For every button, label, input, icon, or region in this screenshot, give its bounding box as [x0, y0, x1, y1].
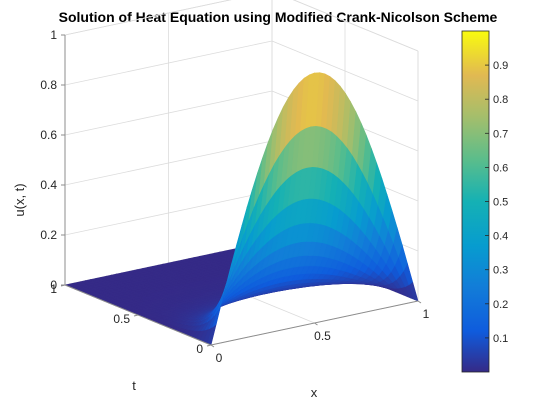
- x-axis-label: x: [311, 385, 318, 400]
- colorbar-tick-label: 0.5: [493, 197, 508, 209]
- y-tick-label: 1: [50, 282, 57, 296]
- x-tick-mark: [210, 344, 215, 348]
- z-axis-label: u(x, t): [12, 183, 27, 216]
- x-tick-mark: [417, 300, 422, 304]
- x-tick-label: 1: [423, 307, 430, 321]
- z-tick-label: 0.8: [40, 78, 57, 92]
- colorbar-tick-label: 0.6: [493, 162, 508, 174]
- y-tick-label: 0: [196, 342, 203, 356]
- colorbar-tick-label: 0.7: [493, 128, 508, 140]
- z-tick-label: 1: [50, 28, 57, 42]
- x-tick-label: 0: [216, 351, 223, 365]
- colorbar-tick-label: 0.4: [493, 231, 508, 243]
- z-tick-label: 0.2: [40, 228, 57, 242]
- colorbar-tick-label: 0.3: [493, 265, 508, 277]
- y-tick-mark: [206, 344, 212, 347]
- colorbar-tick-label: 0.9: [493, 60, 508, 72]
- y-tick-label: 0.5: [113, 312, 130, 326]
- colorbar-tick-label: 0.8: [493, 94, 508, 106]
- surface-patch: [408, 281, 419, 302]
- x-tick-label: 0.5: [314, 329, 331, 343]
- colorbar: 0.1 0.2 0.3 0.4 0.5 0.6 0.7 0.8 0.9: [461, 30, 508, 373]
- y-axis-label: t: [132, 378, 136, 393]
- z-tick-label: 0.4: [40, 178, 57, 192]
- x-tick-mark: [314, 322, 318, 326]
- z-tick-label: 0.6: [40, 128, 57, 142]
- colorbar-tick-label: 0.1: [493, 333, 508, 345]
- z-tick-label: 0: [50, 278, 57, 292]
- y-tick-mark: [133, 314, 139, 317]
- colorbar-tick-label: 0.2: [493, 299, 508, 311]
- colorbar-gradient: [461, 30, 490, 373]
- surface-plot: [63, 72, 419, 346]
